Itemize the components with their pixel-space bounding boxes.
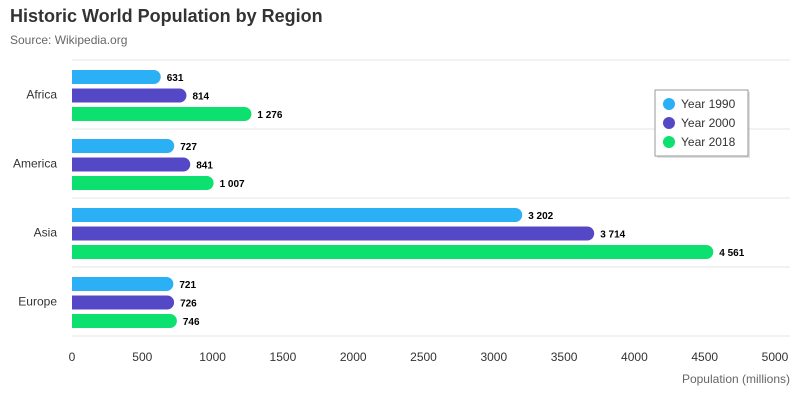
bars (72, 70, 714, 328)
bar[interactable] (72, 88, 187, 103)
x-tick-label: 2500 (410, 350, 437, 364)
x-tick-label: 4500 (691, 350, 718, 364)
bar[interactable] (72, 176, 214, 190)
x-tick-label: 500 (132, 350, 152, 364)
category-label: Europe (18, 295, 57, 309)
x-axis-ticks: 0 500 1000 1500 2000 2500 3000 3500 4000 4500 5000 (69, 350, 789, 364)
legend-item-label[interactable]: Year 2000 (681, 116, 736, 130)
legend-marker[interactable] (663, 98, 675, 110)
data-label: 1 276 (257, 110, 282, 121)
data-label: 1 007 (220, 179, 245, 190)
data-label: 3 202 (528, 211, 553, 222)
x-tick-label: 4000 (621, 350, 648, 364)
chart-title: Historic World Population by Region (10, 6, 323, 26)
bar[interactable] (72, 139, 175, 153)
x-tick-label: 2000 (340, 350, 367, 364)
x-tick-label: 1500 (270, 350, 297, 364)
bar[interactable] (72, 70, 161, 84)
bar[interactable] (72, 226, 595, 241)
data-label: 4 561 (719, 248, 744, 259)
data-label: 746 (183, 317, 200, 328)
category-label: Africa (26, 88, 57, 102)
data-label: 841 (196, 161, 213, 172)
x-tick-label: 5000 (762, 350, 789, 364)
bar[interactable] (72, 314, 177, 328)
data-label: 631 (167, 73, 184, 84)
x-axis-title: Population (millions) (682, 372, 790, 386)
bar[interactable] (72, 208, 523, 222)
bar[interactable] (72, 107, 252, 122)
x-tick-label: 3000 (480, 350, 507, 364)
bar[interactable] (72, 157, 191, 172)
legend-marker[interactable] (663, 117, 675, 129)
bar[interactable] (72, 295, 175, 310)
data-label: 726 (180, 299, 197, 310)
x-tick-label: 3500 (551, 350, 578, 364)
legend-item-label[interactable]: Year 1990 (681, 97, 736, 111)
x-tick-label: 1000 (199, 350, 226, 364)
legend-marker[interactable] (663, 136, 675, 148)
category-label: Asia (34, 226, 58, 240)
legend-item-label[interactable]: Year 2018 (681, 135, 736, 149)
chart-subtitle: Source: Wikipedia.org (10, 33, 128, 47)
data-label: 814 (192, 92, 209, 103)
data-label: 3 714 (600, 230, 625, 241)
category-labels: Africa America Asia Europe (13, 88, 57, 309)
legend[interactable]: Year 1990 Year 2000 Year 2018 (654, 89, 750, 158)
bar[interactable] (72, 245, 714, 259)
bar[interactable] (72, 277, 174, 291)
x-tick-label: 0 (69, 350, 76, 364)
data-label: 721 (179, 280, 196, 291)
category-label: America (13, 157, 57, 171)
data-label: 727 (180, 142, 197, 153)
data-labels: 631 814 1 276 727 841 1 007 3 202 3 714 4 561 721… (167, 73, 745, 328)
